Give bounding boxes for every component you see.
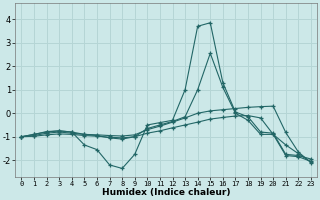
X-axis label: Humidex (Indice chaleur): Humidex (Indice chaleur) [102, 188, 230, 197]
